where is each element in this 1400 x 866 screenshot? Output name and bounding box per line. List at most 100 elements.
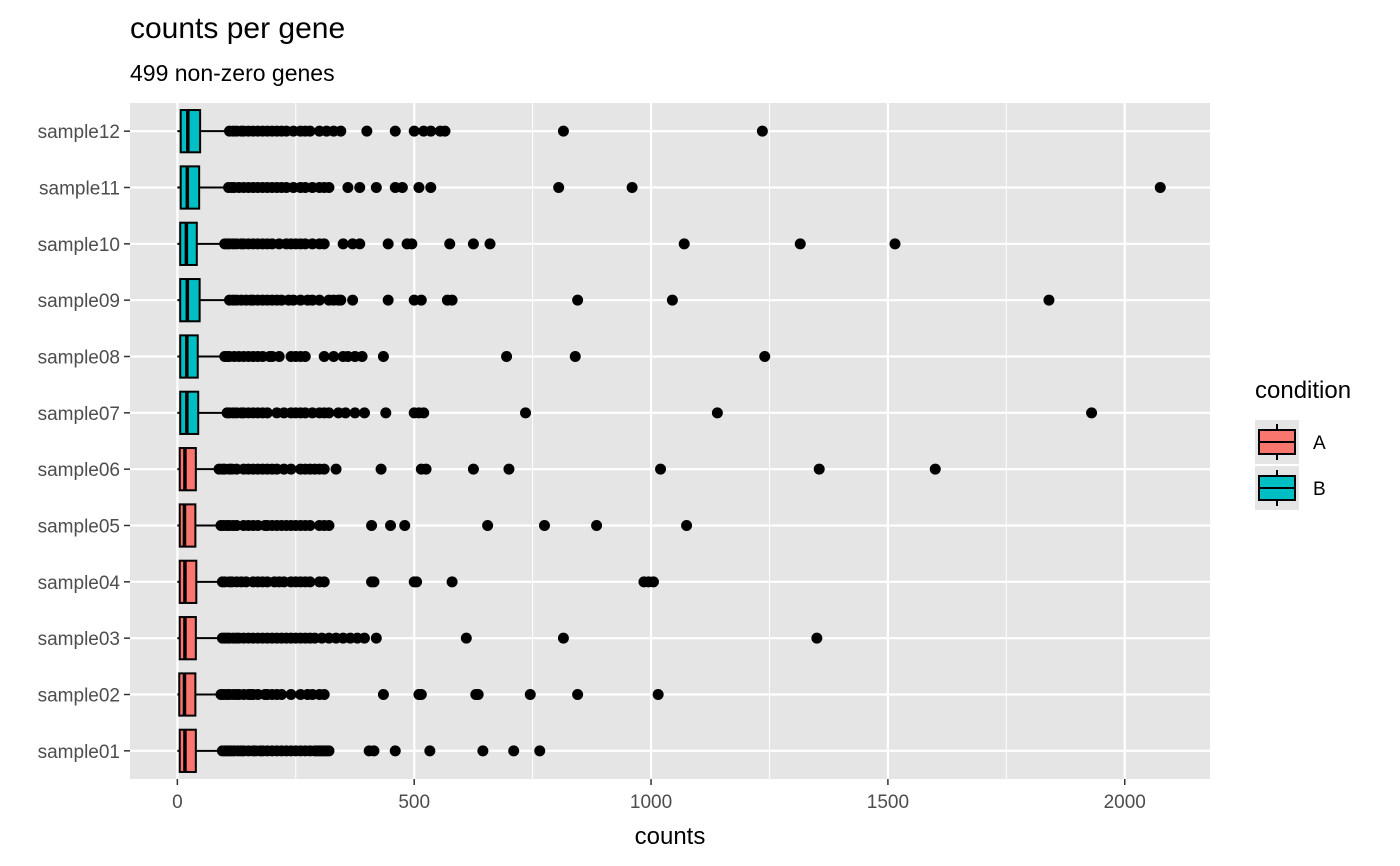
legend-entry-A: A [1255,420,1326,464]
outlier-point [358,407,370,419]
outlier-point [408,125,420,137]
outlier-point [318,576,330,588]
y-tick-label: sample04 [38,573,121,594]
outlier-point [626,182,638,193]
y-axis: sample01 sample02 sample03 sample04 sample05… [38,122,130,763]
outlier-point [318,238,330,250]
outlier-point [557,632,569,644]
box-iqr [179,221,198,266]
box-sample06 [177,447,941,492]
chart-title: counts per gene [130,12,346,45]
outlier-point [1043,294,1055,306]
outlier-point [342,182,354,193]
box-sample01 [177,728,546,773]
outlier-point [318,689,330,700]
y-tick-label: sample02 [38,686,120,707]
outlier-point [681,520,693,531]
legend-label: B [1313,479,1326,500]
box-iqr [179,390,200,435]
outlier-point [446,576,458,588]
x-tick-label: 1500 [867,792,909,813]
outlier-point [503,463,515,475]
outlier-point [396,182,408,193]
outlier-point [415,294,427,306]
outlier-point [501,351,513,362]
outlier-point [482,520,494,531]
x-tick-label: 1000 [630,792,672,813]
box-iqr [178,447,197,492]
outlier-point [406,238,418,250]
outlier-point [299,351,311,362]
legend: condition A B [1255,377,1351,510]
outlier-point [323,407,335,419]
box-sample05 [177,503,693,548]
outlier-point [380,407,392,419]
box-iqr [178,728,197,773]
outlier-point [276,689,288,700]
outlier-point [534,745,546,757]
outlier-point [569,351,581,362]
outlier-point [811,632,823,644]
outlier-point [460,632,472,644]
outlier-point [472,689,484,700]
outlier-point [794,238,806,250]
outlier-point [413,182,425,193]
legend-title: condition [1255,377,1351,404]
outlier-point [323,182,335,193]
box-iqr [178,616,197,661]
outlier-point [261,407,273,419]
outlier-point [366,520,378,531]
outlier-point [354,238,366,250]
outlier-point [285,463,297,475]
x-axis: 0 500 1000 1500 2000 [172,779,1146,813]
y-tick-label: sample01 [38,742,120,763]
outlier-point [655,463,667,475]
outlier-point [439,125,451,137]
outlier-point [572,294,584,306]
outlier-point [415,689,427,700]
outlier-point [647,576,659,588]
outlier-point [1154,182,1166,193]
outlier-point [382,238,394,250]
box-iqr [179,334,199,379]
outlier-point [328,351,340,362]
outlier-point [508,745,520,757]
outlier-point [418,407,430,419]
box-sample03 [177,616,823,661]
outlier-point [323,520,335,531]
outlier-point [389,745,401,757]
outlier-point [304,520,316,531]
box-series [177,109,1166,773]
outlier-point [759,351,771,362]
outlier-point [377,689,389,700]
outlier-point [444,238,456,250]
outlier-point [358,632,370,644]
box-iqr [179,278,201,323]
outlier-point [304,125,316,137]
outlier-point [382,294,394,306]
outlier-point [273,351,285,362]
outlier-point [337,238,349,250]
box-sample11 [177,165,1166,210]
outlier-point [467,463,479,475]
box-iqr [179,109,202,154]
box-iqr [178,503,197,548]
outlier-point [354,182,366,193]
box-sample09 [177,278,1055,323]
outlier-point [467,238,479,250]
outlier-point [323,745,335,757]
outlier-point [666,294,678,306]
x-tick-label: 500 [398,792,430,813]
outlier-point [399,520,411,531]
outlier-point [389,125,401,137]
outlier-point [1086,407,1098,419]
outlier-point [313,294,325,306]
box-sample08 [177,334,771,379]
outlier-point [349,407,361,419]
outlier-point [411,576,423,588]
x-axis-title: counts [635,823,706,850]
box-sample07 [177,390,1098,435]
plot-panel [130,103,1210,779]
outlier-point [377,351,389,362]
outlier-point [446,294,458,306]
